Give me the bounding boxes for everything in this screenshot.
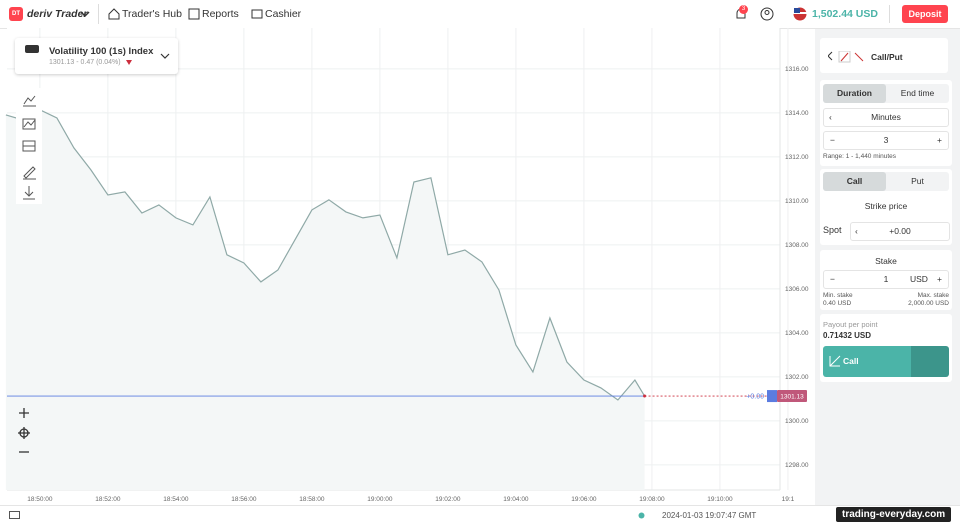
max-value: 2,000.00 USD	[908, 300, 949, 307]
server-time: 2024-01-03 19:07:47 GMT	[662, 511, 757, 520]
stake: 1	[883, 274, 889, 284]
spot-value: 1301.13	[780, 394, 804, 401]
stake-card: Stake −1 USD + Min. stake 0.40 USD Max. st…	[820, 250, 952, 310]
x-tick-label: 18:50:00	[27, 496, 53, 503]
duration-unit[interactable]: Minutes ‹	[823, 108, 949, 127]
stake-title: Stake	[875, 256, 897, 266]
x-tick-label: 19:00:00	[367, 496, 393, 503]
payout-card: Payout per point 0.71432 USD Call	[820, 314, 952, 382]
instrument-name: Volatility 100 (1s) Index	[49, 46, 154, 57]
header: DT deriv Trader Trader's Hub Reports Cas…	[0, 0, 960, 29]
balance[interactable]: 1,502.44 USD	[812, 8, 878, 20]
y-tick-label: 1316.00	[785, 66, 809, 73]
max-label: Max. stake	[917, 292, 949, 299]
cashier-icon	[251, 9, 263, 19]
nav-link[interactable]: Trader's Hub	[122, 8, 182, 20]
logo[interactable]: DT	[9, 7, 23, 21]
spot-tag-left	[767, 390, 777, 403]
notification-count: 3	[739, 5, 748, 14]
duration: 3	[883, 135, 889, 145]
call-button[interactable]: Call	[823, 346, 949, 377]
nav-link[interactable]: Cashier	[265, 8, 302, 20]
toolbar	[16, 88, 42, 204]
tab[interactable]: Call	[823, 172, 886, 191]
unit: Minutes	[871, 112, 901, 122]
strike-title: Strike price	[864, 201, 908, 211]
trade-panel: Call/Put Duration End time Minutes ‹ −3 + …	[815, 29, 960, 505]
instrument-selector[interactable]: Volatility 100 (1s) Index 1301.13 - 0.47…	[15, 38, 178, 74]
nav-link[interactable]: Reports	[202, 8, 239, 20]
y-tick-label: 1298.00	[785, 462, 809, 469]
tab[interactable]: Duration	[823, 84, 886, 103]
spot-label: Spot	[823, 225, 842, 235]
area	[5, 109, 645, 491]
y-tick-label: 1306.00	[785, 286, 809, 293]
account-icon[interactable]	[760, 7, 774, 21]
x-tick-label: 19:06:00	[571, 496, 597, 503]
y-tick-label: 1308.00	[785, 242, 809, 249]
contract-type[interactable]: Call/Put	[820, 38, 948, 73]
stake-input[interactable]: −1 USD +	[823, 270, 949, 289]
x-tick-label: 19:04:00	[503, 496, 529, 503]
y-tick-label: 1312.00	[785, 154, 809, 161]
zoom-controls	[15, 405, 33, 461]
range: Range: 1 - 1,440 minutes	[823, 153, 896, 160]
tab[interactable]: End time	[900, 88, 935, 98]
watermark: trading-everyday.com	[836, 507, 952, 522]
hub-icon	[108, 8, 120, 20]
price-line	[5, 109, 646, 401]
min-value: 0.40 USD	[823, 300, 852, 307]
x-tick-label: 18:52:00	[95, 496, 121, 503]
contract-type-label: Call/Put	[871, 52, 903, 62]
tab[interactable]: Put	[911, 176, 924, 186]
chart: 18:50:00 18:52:00 18:54:00 18:56:00 18:58:00…	[5, 28, 809, 503]
strike-input[interactable]: ‹ +0.00	[850, 222, 950, 241]
y-tick-label: 1314.00	[785, 110, 809, 117]
y-tick-label: 1302.00	[785, 374, 809, 381]
x-tick-label: 19:10:00	[707, 496, 733, 503]
currency: USD	[910, 274, 928, 284]
instrument-quote: 1301.13 - 0.47 (0.04%)	[49, 59, 121, 66]
x-tick-label: 19:1	[782, 496, 795, 503]
strike: +0.00	[889, 226, 911, 236]
chevron[interactable]	[80, 10, 90, 18]
y-tick-label: 1304.00	[785, 330, 809, 337]
duration-card: Duration End time Minutes ‹ −3 + Range: 1 …	[820, 80, 952, 166]
duration-input[interactable]: −3 +	[823, 131, 949, 150]
brand[interactable]: deriv Trader	[27, 8, 88, 20]
call-label: Call	[843, 356, 859, 366]
flag	[793, 7, 807, 21]
min-label: Min. stake	[823, 292, 853, 299]
payout-value: 0.71432 USD	[823, 331, 872, 340]
x-tick-label: 18:58:00	[299, 496, 325, 503]
x-tick-label: 19:08:00	[639, 496, 665, 503]
footer: 2024-01-03 19:07:47 GMT trading-everyday…	[0, 505, 960, 526]
payout-label: Payout per point	[823, 320, 878, 329]
spot-change: +0.00	[746, 394, 764, 401]
reports-icon	[188, 8, 200, 20]
x-tick-label: 18:54:00	[163, 496, 189, 503]
deposit-button[interactable]: Deposit	[902, 5, 948, 23]
spot-dot	[643, 394, 647, 398]
y-tick-label: 1310.00	[785, 198, 809, 205]
spot-tag	[777, 390, 807, 403]
y-tick-label: 1300.00	[785, 418, 809, 425]
x-tick-label: 18:56:00	[231, 496, 257, 503]
strike-card: Call Put Strike price Spot ‹ +0.00	[820, 169, 952, 245]
x-tick-label: 19:02:00	[435, 496, 461, 503]
